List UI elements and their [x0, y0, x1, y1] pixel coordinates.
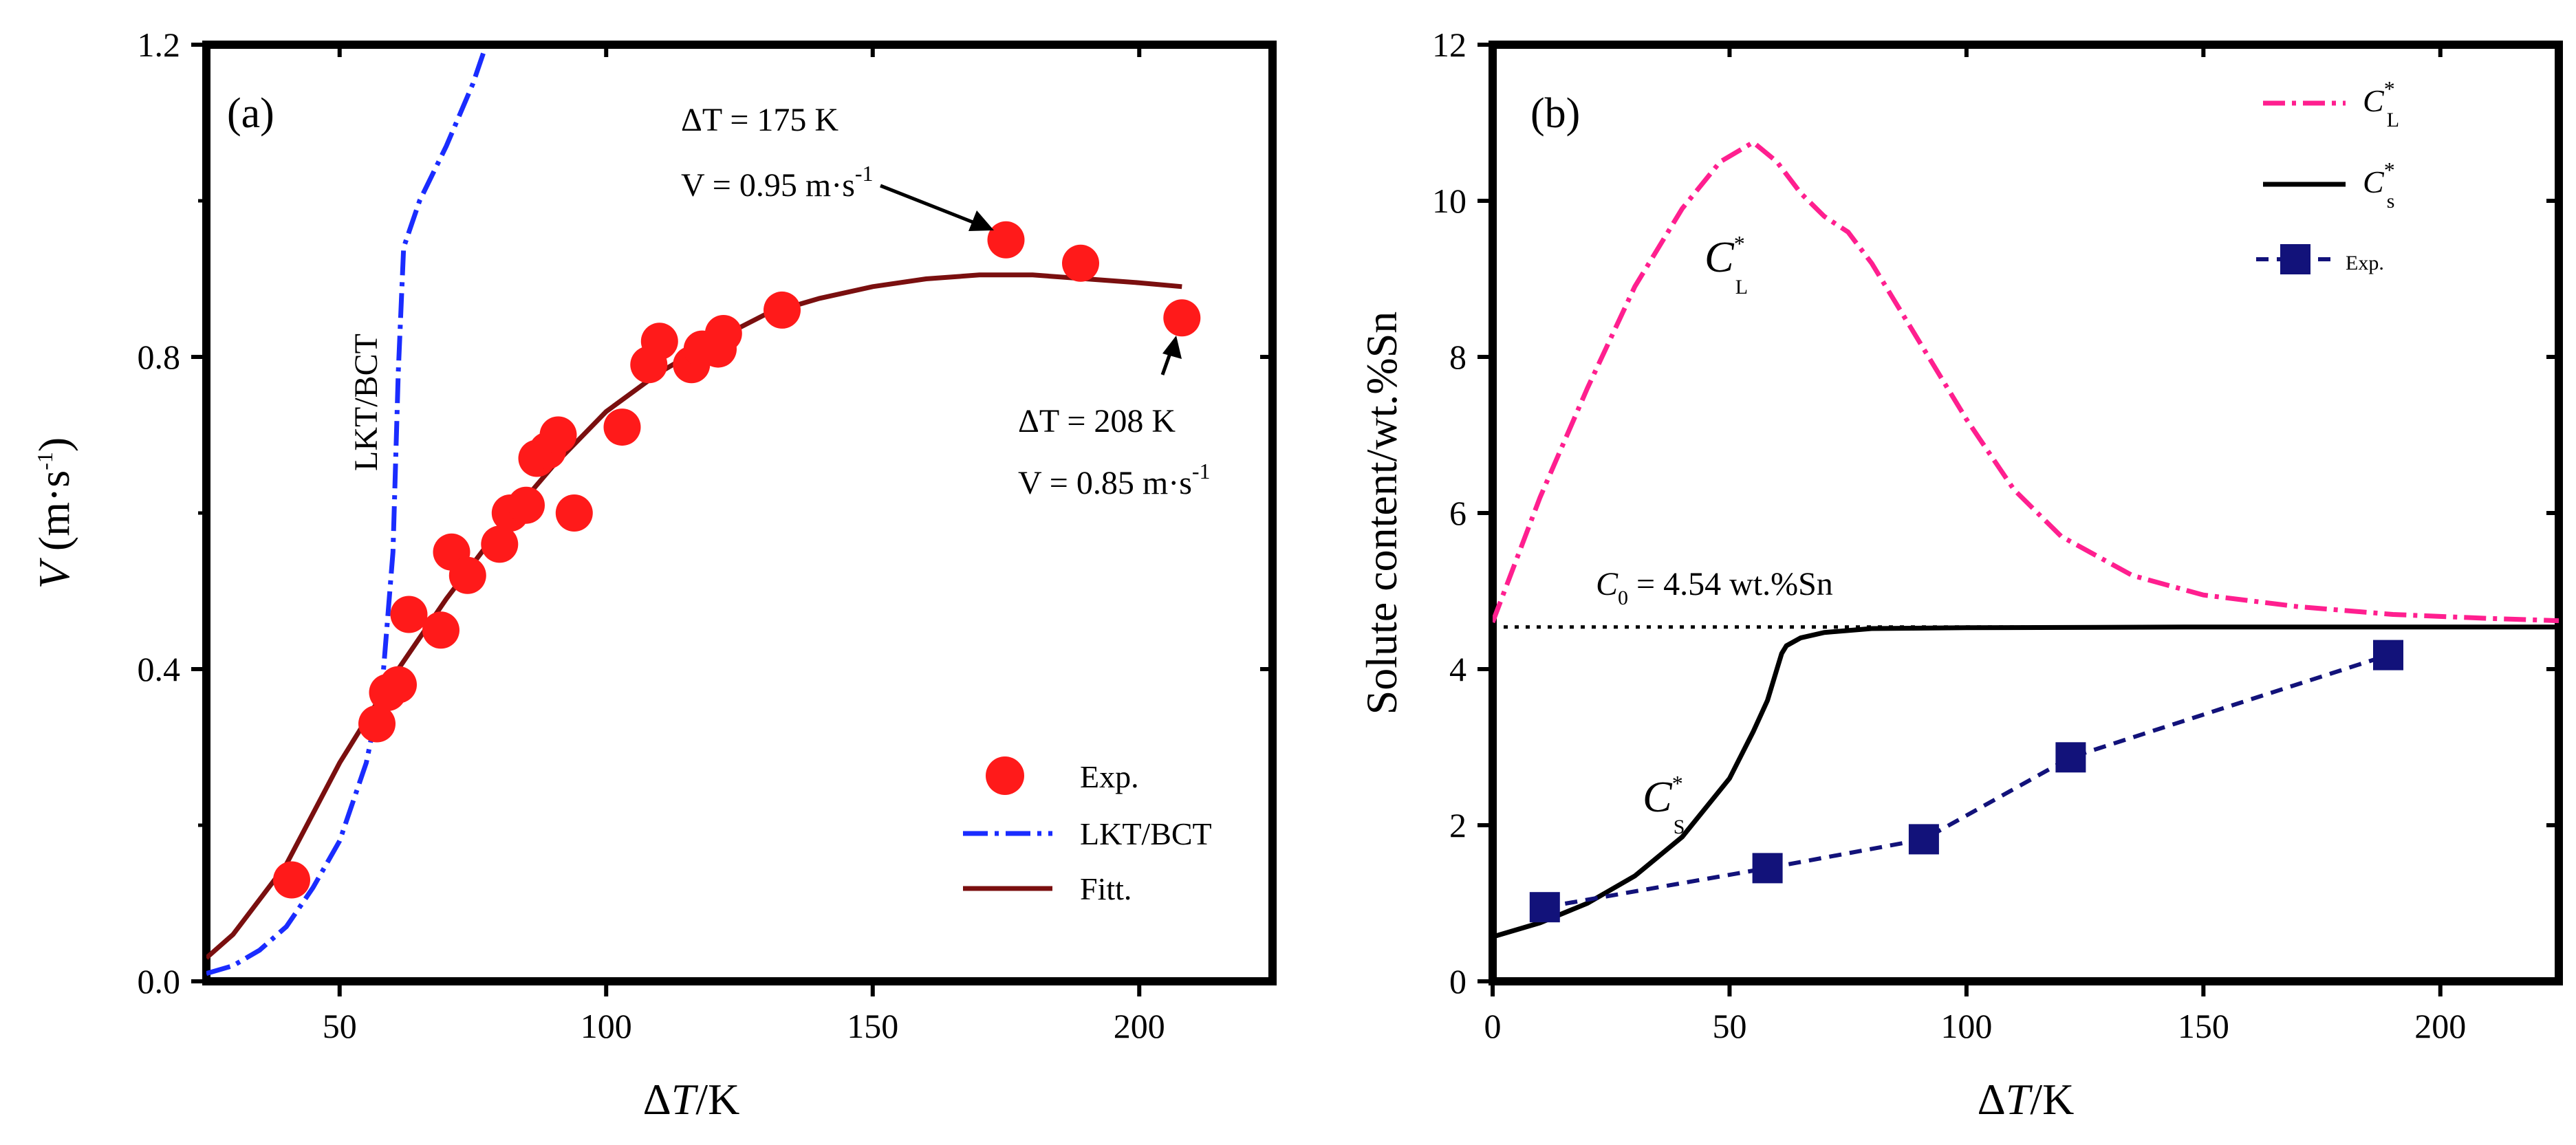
panel-a-series: [206, 52, 1201, 977]
annotation-arrow-175: [880, 184, 986, 229]
panel-b-x-tick-label: 200: [2414, 1007, 2466, 1045]
exp-point: [273, 861, 310, 899]
exp-b-point: [1529, 892, 1560, 923]
panel-b-y-tick-label: 12: [1432, 25, 1466, 64]
annotation-v-095: V = 0.95 m·s-1: [681, 161, 874, 204]
panel-b-y-tick-label: 10: [1432, 182, 1466, 220]
panel-b-y-tick-label: 8: [1449, 338, 1466, 376]
panel-b-x-tick-label: 100: [1940, 1007, 1992, 1045]
panel-a-x-tick-label: 150: [847, 1007, 898, 1045]
panel-b-x-tick-label: 0: [1484, 1007, 1502, 1045]
panel-a-x-tick-label: 100: [581, 1007, 632, 1045]
panel-a-y-tick-label: 0.0: [138, 962, 181, 1001]
legend-exp-marker: [986, 756, 1024, 795]
exp-point: [555, 494, 593, 532]
exp-point: [539, 416, 577, 454]
panel-b-series: [1493, 139, 2559, 939]
panel-a-x-tick-label: 50: [323, 1007, 357, 1045]
exp-point: [1062, 244, 1099, 282]
legend-fit-label: Fitt.: [1080, 871, 1132, 906]
legend-exp-b-label: Exp.: [2346, 252, 2384, 274]
exp-point: [764, 291, 801, 329]
panel-a-tag: (a): [227, 90, 274, 137]
c0-reference-label: C0 = 4.54 wt.%Sn: [1596, 566, 1833, 609]
panel-b-y-tick-label: 6: [1449, 494, 1466, 532]
panel-b-x-tick-label: 150: [2178, 1007, 2229, 1045]
cs-curve-label: C* S: [1643, 771, 1685, 838]
annotation-dt-175: ΔT = 175 K: [681, 102, 838, 138]
exp-b-line: [1544, 653, 2389, 910]
annotation-arrowhead-175: [968, 210, 994, 231]
exp-point: [704, 315, 742, 352]
cs-curve: [1493, 624, 2559, 939]
exp-b-point: [1908, 824, 1939, 855]
exp-point: [603, 408, 641, 446]
panel-a-legend: Exp. LKT/BCT Fitt.: [963, 756, 1212, 906]
panel-b-tick-labels: 0 50 100 150 200 0 2 4 6 8 10 12: [1432, 25, 2466, 1045]
panel-a-ticks: [191, 43, 1273, 996]
exp-b-point: [2373, 640, 2403, 670]
panel-b-y-axis-title: Solute content/wt.%Sn: [1357, 312, 1406, 715]
panel-a-x-tick-label: 200: [1114, 1007, 1165, 1045]
exp-b-point: [1752, 853, 1783, 884]
annotation-dt-208: ΔT = 208 K: [1018, 403, 1176, 439]
exp-point: [448, 556, 486, 594]
lkt-bct-vertical-label: LKT/BCT: [348, 334, 385, 471]
panel-b-ticks: [1478, 43, 2559, 996]
exp-point: [481, 525, 519, 563]
panel-b-y-tick-label: 0: [1449, 962, 1466, 1001]
panel-b-legend: C* L C* s Exp.: [2256, 76, 2399, 274]
exp-point: [358, 705, 396, 743]
legend-exp-label: Exp.: [1080, 759, 1139, 794]
panel-a-x-axis-title: ΔT/K: [643, 1075, 740, 1124]
exp-point: [508, 486, 545, 524]
legend-exp-b-marker: [2280, 244, 2310, 274]
cl-curve: [1493, 139, 2559, 624]
exp-b-point: [2055, 742, 2086, 773]
exp-point: [1163, 299, 1201, 337]
panel-b-chart: 0 50 100 150 200 0 2 4 6 8 10 12 ΔT/K Solute conten…: [1357, 25, 2563, 1124]
panel-b-x-tick-label: 50: [1712, 1007, 1746, 1045]
panel-a-y-tick-label: 0.4: [138, 650, 181, 688]
legend-cl-label: C* L: [2363, 76, 2399, 131]
panel-a-y-tick-label: 1.2: [138, 25, 181, 64]
panel-b-tag: (b): [1530, 90, 1580, 137]
annotation-v-085: V = 0.85 m·s-1: [1018, 459, 1211, 501]
exp-point: [380, 666, 417, 704]
panel-b-x-axis-title: ΔT/K: [1978, 1075, 2075, 1124]
legend-cs-label: C* s: [2363, 157, 2395, 212]
cl-curve-label: C* L: [1704, 231, 1748, 298]
annotation-arrowhead-208: [1162, 336, 1182, 359]
exp-point: [422, 611, 459, 649]
exp-point: [640, 323, 678, 360]
exp-point: [987, 221, 1025, 259]
legend-lkt-label: LKT/BCT: [1080, 816, 1212, 851]
exp-point: [390, 596, 428, 633]
panel-a-y-tick-label: 0.8: [138, 338, 181, 376]
panel-b-y-tick-label: 2: [1449, 806, 1466, 844]
panel-a-tick-labels: 50 100 150 200 0.0 0.4 0.8 1.2: [138, 25, 1165, 1045]
panel-b-y-tick-label: 4: [1449, 650, 1466, 688]
